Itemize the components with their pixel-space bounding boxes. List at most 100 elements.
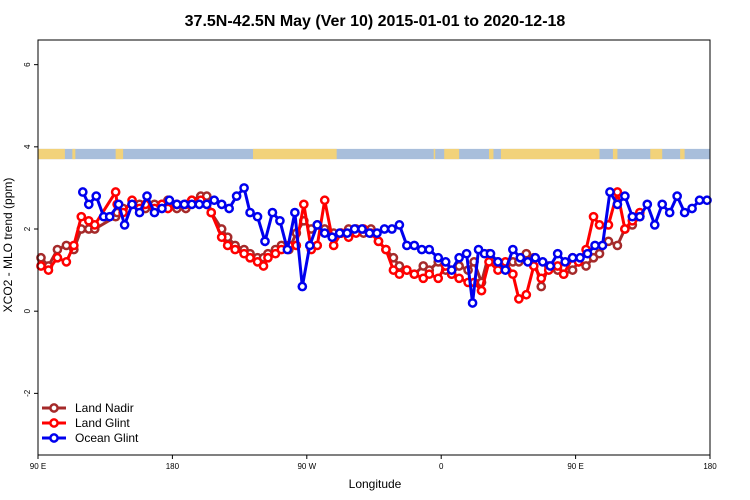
data-point (409, 269, 420, 280)
data-point (110, 187, 121, 197)
data-point (43, 265, 54, 275)
data-point (36, 261, 46, 271)
data-point (113, 199, 124, 210)
data-point (157, 203, 167, 214)
data-point (560, 257, 570, 267)
data-point (515, 252, 526, 263)
data-point (493, 257, 503, 267)
data-point (312, 240, 323, 251)
data-point (446, 265, 457, 275)
data-point (290, 207, 300, 218)
data-point (545, 261, 556, 271)
data-point (179, 199, 190, 210)
data-point (702, 195, 712, 206)
data-point (245, 252, 255, 263)
data-point (484, 257, 494, 267)
data-point (581, 261, 591, 271)
data-point (558, 269, 569, 280)
data-point (327, 232, 338, 243)
data-point (416, 244, 427, 255)
data-point (372, 228, 382, 238)
data-point (172, 199, 182, 210)
strip-land-segment (253, 148, 337, 160)
data-point (402, 265, 412, 275)
data-point (328, 240, 339, 251)
strip-land-segment (444, 148, 460, 160)
data-point (649, 220, 660, 230)
data-point (612, 199, 623, 210)
data-point (216, 199, 227, 210)
x-tick-label: 90 W (297, 462, 316, 471)
data-point (594, 248, 605, 259)
data-point (394, 269, 405, 280)
strip-land-segment (38, 148, 65, 160)
data-point (297, 281, 308, 292)
data-point (552, 261, 563, 271)
data-point (387, 224, 397, 234)
legend-swatch-marker (49, 418, 59, 428)
strip-land-segment (650, 148, 663, 160)
data-point (605, 187, 615, 197)
y-tick-label: -2 (23, 389, 32, 397)
data-point (552, 248, 563, 259)
chart-title: 37.5N-42.5N May (Ver 10) 2015-01-01 to 2… (185, 13, 566, 30)
legend-item: Land Nadir (42, 401, 134, 415)
data-point (454, 273, 464, 284)
data-point (89, 220, 100, 230)
data-point (620, 191, 630, 201)
strip-land-segment (612, 148, 618, 160)
y-axis-label: XCO2 - MLO trend (ppm) (1, 178, 15, 313)
data-point (508, 244, 518, 255)
data-point (216, 232, 227, 243)
data-point (379, 224, 390, 234)
data-point (201, 199, 212, 210)
data-point (508, 269, 518, 280)
data-point (149, 207, 160, 218)
x-tick-label: 90 E (30, 462, 46, 471)
y-tick-label: 0 (23, 308, 32, 313)
plot-frame (37, 39, 711, 456)
y-tick-label: 2 (23, 226, 32, 231)
legend-label: Ocean Glint (75, 431, 139, 445)
data-point (514, 294, 524, 304)
data-point (530, 252, 541, 263)
data-point (127, 199, 137, 210)
data-point (493, 265, 503, 275)
strip-ocean (38, 148, 710, 160)
x-tick-label: 180 (703, 462, 717, 471)
data-point (424, 269, 435, 280)
data-point (627, 211, 638, 222)
data-point (440, 257, 451, 267)
data-point (687, 203, 697, 214)
data-point (245, 207, 255, 218)
data-point (394, 220, 405, 230)
data-point (582, 248, 593, 259)
data-point (522, 257, 533, 267)
data-point (263, 252, 273, 263)
data-point (224, 203, 234, 214)
data-point (91, 191, 102, 201)
data-point (83, 199, 94, 210)
strip-land-segment (72, 148, 76, 160)
data-point (567, 252, 578, 263)
data-point (334, 228, 345, 238)
legend-swatch-marker (49, 403, 59, 413)
data-point (694, 195, 705, 206)
data-point (536, 281, 547, 292)
data-point (485, 248, 496, 259)
data-point (68, 240, 79, 251)
data-point (597, 240, 608, 251)
data-point (119, 220, 130, 230)
data-point (364, 228, 375, 238)
strip-land-segment (680, 148, 685, 160)
data-point (209, 195, 220, 206)
data-point (381, 244, 391, 255)
data-point (612, 187, 623, 197)
data-point (52, 244, 63, 255)
x-axis-label: Longitude (349, 477, 402, 491)
data-point (258, 261, 269, 271)
strip-land-segment (433, 148, 436, 160)
data-point (194, 199, 205, 210)
